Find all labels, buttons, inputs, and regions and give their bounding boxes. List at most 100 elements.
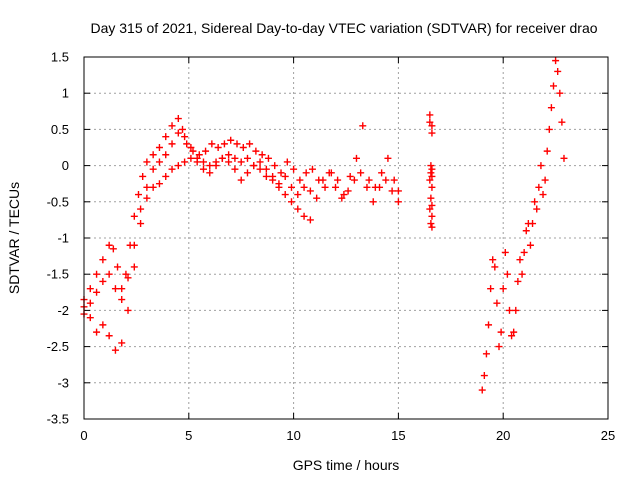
data-point <box>256 158 264 166</box>
data-point <box>491 263 499 271</box>
data-point <box>130 263 138 271</box>
data-point <box>252 147 260 155</box>
data-point <box>86 314 94 322</box>
data-point <box>357 169 365 177</box>
data-point <box>155 158 163 166</box>
data-point <box>124 274 132 282</box>
data-point <box>313 194 321 202</box>
data-point <box>290 165 298 173</box>
data-point <box>93 328 101 336</box>
data-point <box>482 350 490 358</box>
data-point <box>168 140 176 148</box>
grid-layer <box>84 57 608 419</box>
data-point <box>122 270 130 278</box>
data-point <box>99 321 107 329</box>
data-point <box>554 67 562 75</box>
data-point <box>212 162 220 170</box>
data-point <box>376 183 384 191</box>
data-point <box>250 162 258 170</box>
data-point <box>493 299 501 307</box>
data-point <box>537 162 545 170</box>
data-point <box>93 270 101 278</box>
data-point <box>428 212 436 220</box>
data-point <box>243 169 251 177</box>
data-point <box>130 241 138 249</box>
data-point <box>109 245 117 253</box>
data-point <box>306 216 314 224</box>
y-tick-label: -3 <box>57 375 69 390</box>
data-point <box>231 165 239 173</box>
data-point <box>485 321 493 329</box>
data-point <box>187 144 195 151</box>
data-point <box>560 154 568 162</box>
data-point <box>149 151 157 159</box>
data-point <box>520 248 528 256</box>
data-point <box>208 140 216 148</box>
data-point <box>550 82 558 90</box>
data-point <box>162 133 170 141</box>
data-point <box>394 198 402 206</box>
data-point <box>547 104 555 112</box>
data-point <box>558 118 566 126</box>
data-point <box>220 140 228 148</box>
data-point <box>382 176 390 184</box>
data-point <box>346 172 354 180</box>
data-point <box>531 198 539 206</box>
data-point <box>118 285 126 293</box>
data-point <box>183 140 191 148</box>
data-marker-layer <box>80 57 568 394</box>
data-point <box>378 169 386 177</box>
data-point <box>124 306 132 314</box>
data-point <box>321 183 329 191</box>
y-tick-label: 1 <box>62 86 69 101</box>
data-point <box>195 151 203 159</box>
data-point <box>227 136 235 144</box>
data-point <box>365 176 373 184</box>
data-point <box>388 187 396 195</box>
data-point <box>428 223 436 231</box>
data-point <box>539 191 547 199</box>
data-point <box>237 176 245 184</box>
data-point <box>428 172 436 180</box>
data-point <box>149 165 157 173</box>
data-point <box>510 328 518 336</box>
tick-label-layer: 0 5 10 15 20 25 -3.5 -3 -2.5 -2 -1.5 -1 -0.5 0 0.5 1 1.5 <box>47 50 616 444</box>
y-tick-label: -1.5 <box>47 267 69 282</box>
data-point <box>86 299 94 307</box>
x-tick-label: 20 <box>496 428 510 443</box>
data-point <box>300 212 308 220</box>
data-point <box>111 285 119 293</box>
data-point <box>283 158 291 166</box>
data-point <box>246 140 254 148</box>
data-point <box>181 133 189 141</box>
data-point <box>264 154 272 162</box>
data-point <box>105 332 113 340</box>
data-point <box>231 154 239 162</box>
data-point <box>294 205 302 213</box>
data-point <box>294 191 302 199</box>
data-point <box>489 256 497 264</box>
x-tick-label: 0 <box>80 428 87 443</box>
data-point <box>218 154 226 162</box>
data-point <box>86 285 94 293</box>
x-tick-label: 5 <box>185 428 192 443</box>
y-tick-label: 0.5 <box>51 122 69 137</box>
data-point <box>225 151 233 159</box>
data-point <box>149 183 157 191</box>
data-point <box>428 201 436 209</box>
data-point <box>426 118 434 126</box>
data-point <box>487 285 495 293</box>
data-point <box>202 147 210 155</box>
data-point <box>526 241 534 249</box>
data-point <box>258 151 266 159</box>
data-point <box>344 187 352 195</box>
data-point <box>137 220 145 228</box>
data-point <box>143 158 151 166</box>
data-point <box>243 154 251 162</box>
data-point <box>118 339 126 347</box>
plot-frame <box>83 56 609 420</box>
y-tick-label: -2 <box>57 303 69 318</box>
data-point <box>275 183 283 191</box>
data-point <box>497 328 505 336</box>
data-point <box>181 158 189 166</box>
